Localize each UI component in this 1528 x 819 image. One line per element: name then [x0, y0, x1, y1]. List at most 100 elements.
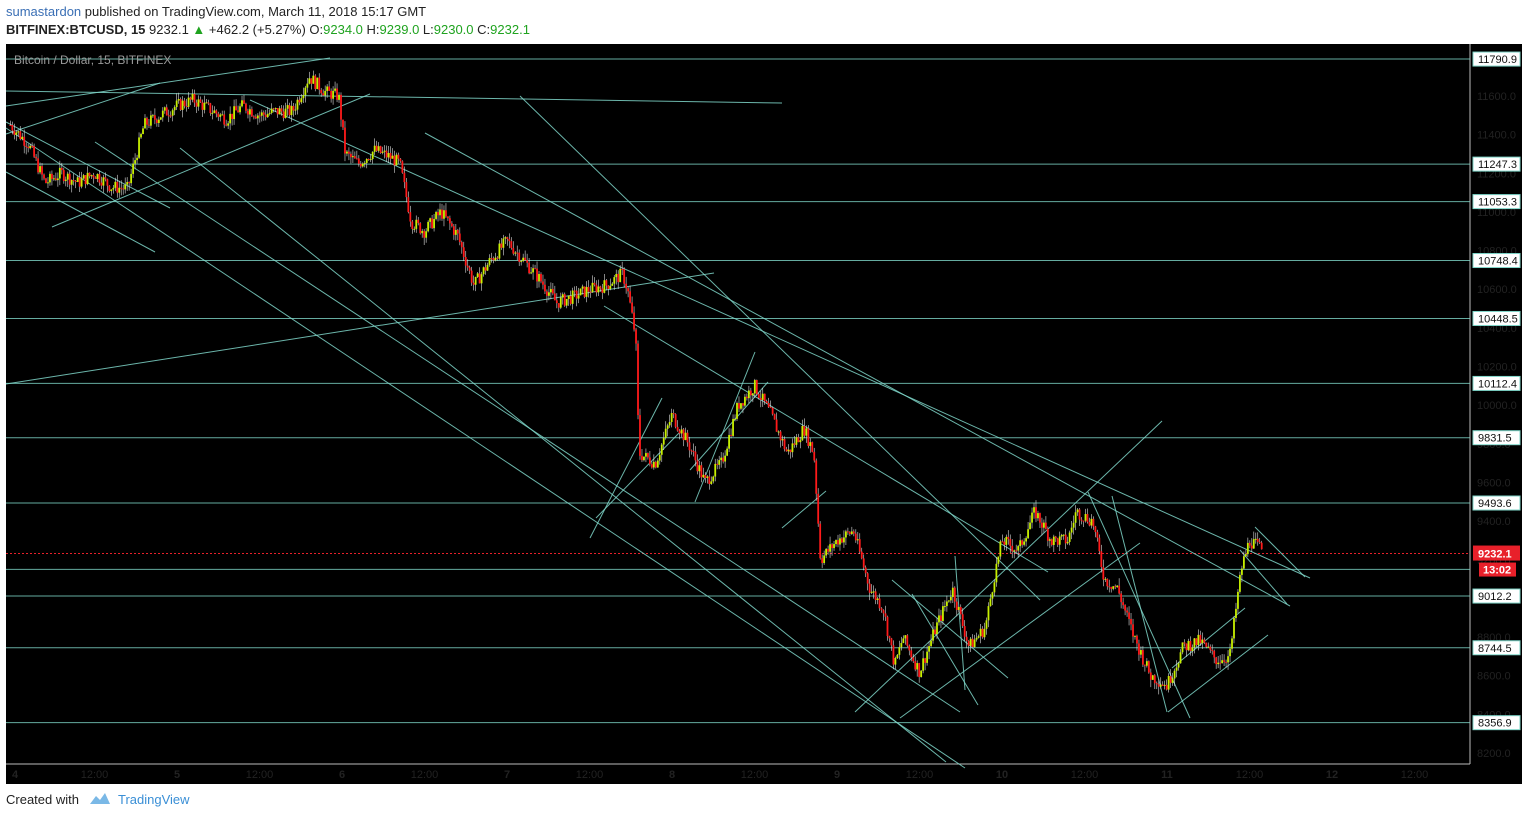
candle-body [890, 638, 893, 646]
level-label-box [1472, 156, 1521, 172]
candle-body [629, 291, 631, 303]
candle-body [1165, 684, 1168, 690]
candle-body [152, 115, 154, 117]
candle-body [581, 286, 584, 289]
candle-body [112, 187, 115, 190]
candle-body [938, 615, 940, 623]
candle-body [1092, 518, 1095, 527]
author-link[interactable]: sumastardon [6, 4, 82, 19]
candle-body [767, 402, 770, 408]
candle-body [815, 460, 818, 494]
candle-body [72, 180, 75, 182]
candle-body [88, 172, 91, 177]
candle-body [324, 90, 327, 96]
candle-body [728, 434, 730, 449]
candle-body [199, 99, 202, 103]
candle-body [134, 160, 136, 164]
candle-body [1159, 684, 1162, 687]
candle-body [435, 212, 437, 219]
candle-body [211, 112, 214, 114]
candle-body [328, 86, 331, 91]
candle-body [635, 329, 637, 344]
candle-body [266, 113, 269, 118]
candle-body [116, 181, 119, 193]
candle-body [926, 651, 928, 663]
candle-body [381, 151, 384, 153]
candle-body [801, 425, 804, 441]
candle-body [524, 257, 527, 261]
candle-body [633, 312, 635, 330]
candle-body [470, 270, 473, 283]
candle-body [813, 451, 816, 461]
candle-body [353, 156, 356, 159]
candle-body [175, 100, 178, 108]
candle-body [332, 90, 334, 99]
candle-body [1043, 522, 1045, 528]
candle-body [86, 172, 89, 185]
candle-body [1151, 675, 1154, 680]
candle-body [1187, 640, 1190, 651]
candle-body [47, 182, 49, 184]
candle-body [862, 558, 865, 568]
candle-body [526, 260, 529, 263]
tradingview-link[interactable]: TradingView [118, 792, 190, 807]
trendline [5, 57, 331, 107]
candle-body [589, 291, 592, 293]
candle-body [304, 87, 307, 96]
candle-body [1173, 670, 1176, 679]
candle-body [734, 418, 736, 420]
candle-body [298, 99, 301, 103]
tradingview-logo-icon[interactable] [89, 792, 111, 809]
candle-body [771, 407, 774, 415]
x-tick-label: 11 [1161, 769, 1173, 781]
candle-body [474, 276, 477, 285]
candle-body [528, 262, 531, 274]
candle-body [1145, 661, 1148, 666]
candle-body [108, 185, 111, 192]
candle-body [898, 647, 901, 655]
candle-body [272, 108, 275, 110]
candle-body [696, 460, 699, 472]
chart-area[interactable] [6, 44, 1522, 784]
candle-body [740, 403, 742, 409]
countdown-badge [1479, 562, 1516, 577]
candle-body [128, 182, 131, 184]
candle-body [1070, 527, 1073, 533]
candle-body [1003, 541, 1006, 545]
candle-body [563, 294, 566, 306]
candle-body [462, 247, 465, 257]
candle-body [43, 174, 45, 179]
candle-body [997, 556, 1000, 564]
candle-body [76, 177, 79, 182]
candle-body [1191, 647, 1194, 651]
candle-body [934, 629, 936, 635]
candle-body [763, 393, 766, 402]
candle-body [476, 273, 479, 277]
candle-body [415, 219, 418, 229]
candle-body [179, 98, 182, 110]
candle-body [39, 166, 41, 173]
candle-body [1017, 546, 1020, 551]
candle-body [276, 108, 279, 115]
candle-body [654, 461, 657, 468]
candle-body [31, 145, 34, 147]
candle-body [850, 531, 853, 535]
candle-body [1094, 526, 1097, 533]
candle-body [245, 103, 247, 111]
trendline [5, 272, 715, 385]
candle-body [690, 450, 693, 452]
candle-body [456, 229, 459, 234]
trendline [595, 431, 681, 519]
candle-body [278, 108, 281, 115]
candle-body [1052, 536, 1055, 545]
candle-body [1197, 634, 1200, 646]
candle-body [722, 457, 725, 462]
candle-body [684, 432, 687, 441]
candle-body [643, 456, 645, 461]
candle-body [900, 642, 903, 648]
candle-body [1048, 539, 1051, 541]
candle-body [443, 210, 445, 219]
candle-body [704, 474, 707, 478]
candle-body [1116, 585, 1119, 588]
